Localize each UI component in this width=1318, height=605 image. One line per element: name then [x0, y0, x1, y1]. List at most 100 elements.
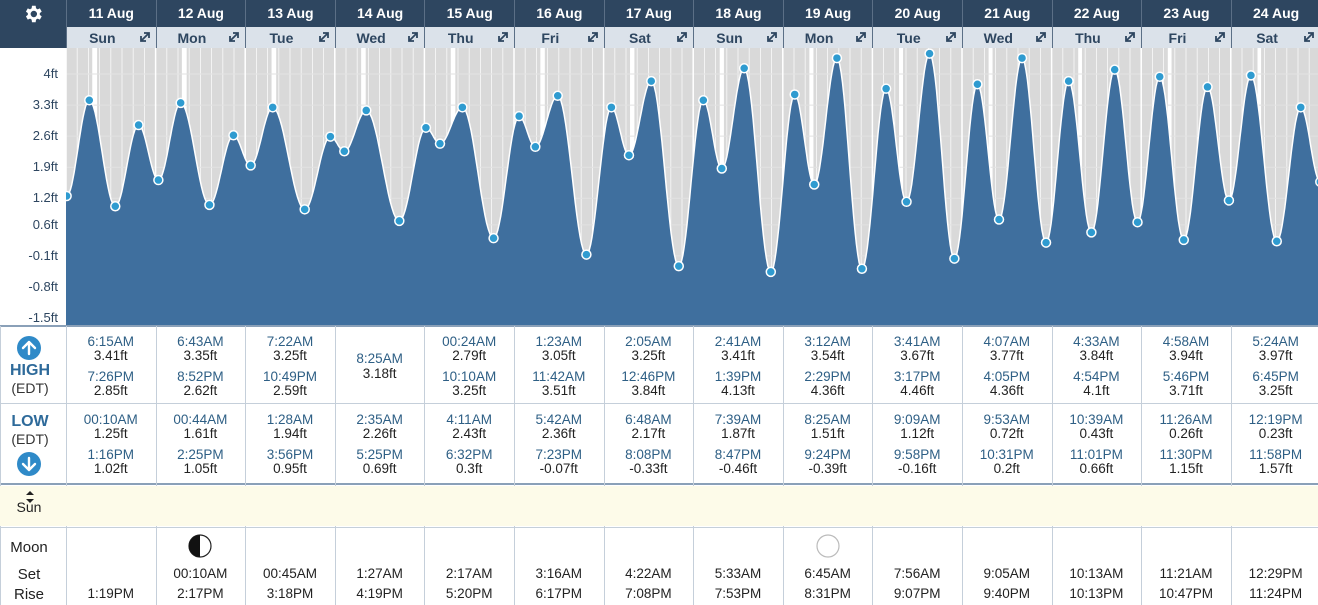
- high-tide-time: 4:54PM: [1073, 369, 1120, 384]
- tide-point: [153, 174, 164, 186]
- sun-label: Sun: [16, 499, 42, 515]
- expand-icon[interactable]: [675, 30, 689, 44]
- day-header[interactable]: 17 Aug Sat: [603, 0, 694, 48]
- day-header[interactable]: 11 Aug Sun: [66, 0, 156, 48]
- high-tide-time: 00:24AM: [442, 334, 497, 349]
- low-tide-height: 1.51ft: [810, 426, 845, 441]
- expand-icon[interactable]: [496, 30, 510, 44]
- day-header[interactable]: 19 Aug Mon: [782, 0, 873, 48]
- low-tide-time: 11:01PM: [1069, 447, 1123, 462]
- tide-point: [1295, 102, 1307, 113]
- day-header[interactable]: 14 Aug Wed: [334, 0, 425, 48]
- column-divider: [603, 326, 605, 605]
- day-header[interactable]: 18 Aug Sun: [693, 0, 783, 48]
- day-header[interactable]: 23 Aug Fri: [1141, 0, 1231, 48]
- low-tide-time: 7:39AM: [714, 412, 762, 427]
- tide-point: [716, 163, 728, 174]
- tide-point: [245, 160, 256, 171]
- high-tide-height: 3.25ft: [1258, 383, 1293, 398]
- day-date: 18 Aug: [715, 5, 762, 21]
- moonrise-time: 7:53PM: [714, 586, 762, 601]
- sunrise-time: 7:04AM: [535, 489, 583, 504]
- full-moon-icon: [812, 532, 844, 560]
- day-of-week: Fri: [541, 30, 560, 46]
- high-tz: (EDT): [11, 380, 49, 396]
- moonset-time: 12:29PM: [1248, 566, 1303, 581]
- day-date: 19 Aug: [805, 5, 852, 21]
- expand-icon[interactable]: [1123, 30, 1137, 44]
- moonrise-time: 5:20PM: [445, 586, 493, 601]
- day-date: 13 Aug: [267, 5, 314, 21]
- high-tide-time: 3:17PM: [893, 369, 941, 384]
- sort-arrows-icon[interactable]: [20, 490, 40, 504]
- day-header[interactable]: 20 Aug Tue: [872, 0, 962, 48]
- moonrise-time: 4:19PM: [356, 586, 403, 601]
- first-quarter-moon-icon: [184, 532, 216, 560]
- expand-icon[interactable]: [138, 30, 152, 44]
- moonrise-time: 9:40PM: [983, 586, 1031, 601]
- expand-icon[interactable]: [944, 30, 958, 44]
- expand-icon[interactable]: [765, 30, 779, 44]
- day-of-week: Wed: [356, 30, 386, 46]
- expand-icon[interactable]: [854, 30, 868, 44]
- day-header[interactable]: 15 Aug Thu: [424, 0, 514, 48]
- low-tide-time: 10:39AM: [1069, 412, 1124, 427]
- high-tide-time: 8:25AM: [356, 351, 403, 366]
- high-tide-height: 2.62ft: [183, 383, 218, 398]
- column-divider: [514, 326, 515, 605]
- day-of-week: Thu: [447, 30, 474, 46]
- tide-point: [552, 90, 563, 102]
- tide-point: [434, 138, 446, 149]
- day-of-week: Sun: [89, 30, 116, 46]
- tide-point: [360, 105, 372, 116]
- y-tick-label: 4ft: [43, 66, 58, 82]
- y-tick-label: -0.1ft: [28, 247, 58, 263]
- expand-icon[interactable]: [586, 30, 600, 44]
- sunrise-time: 7:04AM: [445, 489, 493, 504]
- high-tide-height: 3.67ft: [900, 348, 935, 363]
- day-date: 21 Aug: [984, 5, 1031, 21]
- day-of-week: Mon: [177, 30, 207, 46]
- sunrise-time: 7:08AM: [1162, 489, 1210, 504]
- sunset-time: 8:21PM: [87, 508, 135, 523]
- expand-icon[interactable]: [1034, 30, 1048, 44]
- settings-button[interactable]: [0, 0, 66, 28]
- high-tide-button[interactable]: [17, 336, 41, 360]
- high-tide-height: 2.79ft: [452, 348, 487, 363]
- low-tide-button[interactable]: [17, 452, 41, 476]
- low-tz: (EDT): [11, 431, 49, 447]
- day-header[interactable]: 13 Aug Tue: [245, 0, 335, 48]
- day-header[interactable]: 12 Aug Mon: [155, 0, 246, 48]
- high-tide-height: 2.85ft: [93, 383, 128, 398]
- day-date: 23 Aug: [1163, 5, 1210, 21]
- day-bar: Fri: [515, 27, 604, 48]
- moon-set-label: Set: [17, 566, 41, 583]
- moonset-time: 10:13AM: [1069, 566, 1124, 581]
- expand-icon[interactable]: [227, 30, 241, 44]
- sunrise-time: 7:07AM: [893, 489, 941, 504]
- tide-point: [1202, 81, 1213, 93]
- moonset-time: 00:45AM: [262, 566, 317, 581]
- low-tide-height: -0.46ft: [718, 461, 758, 476]
- day-header[interactable]: 24 Aug Sat: [1230, 0, 1318, 48]
- day-header[interactable]: 16 Aug Fri: [514, 0, 604, 48]
- low-tide-height: 0.66ft: [1079, 461, 1114, 476]
- divider: [0, 483, 1318, 485]
- high-tide-time: 3:41AM: [893, 334, 941, 349]
- tide-point: [1016, 52, 1028, 64]
- day-date: 15 Aug: [446, 5, 493, 21]
- low-tide-height: 1.57ft: [1258, 461, 1293, 476]
- day-header[interactable]: 22 Aug Thu: [1051, 0, 1142, 48]
- tide-point: [1223, 195, 1235, 206]
- expand-icon[interactable]: [317, 30, 331, 44]
- expand-icon[interactable]: [1213, 30, 1227, 44]
- expand-icon[interactable]: [406, 30, 420, 44]
- low-tide-time: 9:24PM: [804, 447, 851, 462]
- tide-point: [339, 145, 350, 157]
- day-date: 12 Aug: [177, 5, 224, 21]
- day-header[interactable]: 21 Aug Wed: [962, 0, 1052, 48]
- high-tide-height: 2.59ft: [273, 383, 307, 398]
- column-divider: [782, 326, 784, 605]
- expand-icon[interactable]: [1302, 30, 1316, 44]
- tide-point: [606, 102, 617, 113]
